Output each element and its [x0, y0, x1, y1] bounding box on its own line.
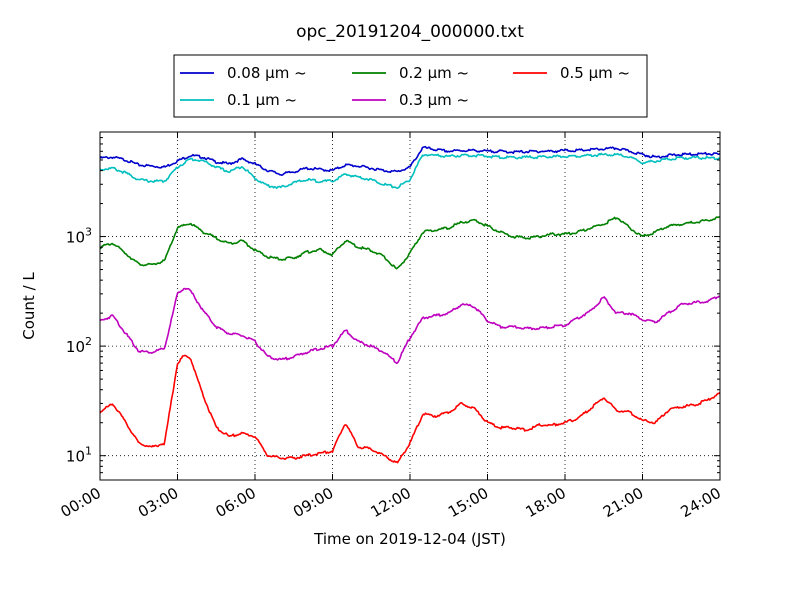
series-line-2 [99, 216, 720, 270]
legend-label: 0.3 μm ~ [399, 91, 469, 109]
y-axis-label: Count / L [20, 272, 38, 340]
series-layer [99, 145, 721, 464]
series-line-4 [99, 354, 721, 464]
legend-label: 0.1 μm ~ [227, 91, 297, 109]
legend: 0.08 μm ~ 0.1 μm ~ 0.2 μm ~ 0.3 μm ~ 0.5 μm … [173, 54, 648, 118]
y-axis: 101 102 103 [66, 131, 720, 481]
legend-box [173, 54, 648, 118]
x-axis-label: Time on 2019-12-04 (JST) [313, 530, 506, 548]
grid [100, 132, 720, 480]
y-tick-label: 102 [66, 335, 92, 356]
legend-label: 0.08 μm ~ [227, 64, 307, 82]
series-line-1 [99, 152, 721, 189]
legend-label: 0.5 μm ~ [560, 64, 630, 82]
series-line-3 [99, 287, 721, 365]
chart-title: opc_20191204_000000.txt [296, 22, 524, 42]
legend-label: 0.2 μm ~ [399, 64, 469, 82]
y-tick-label: 101 [66, 445, 92, 466]
series-line-0 [99, 145, 721, 176]
y-tick-label: 103 [66, 226, 92, 247]
